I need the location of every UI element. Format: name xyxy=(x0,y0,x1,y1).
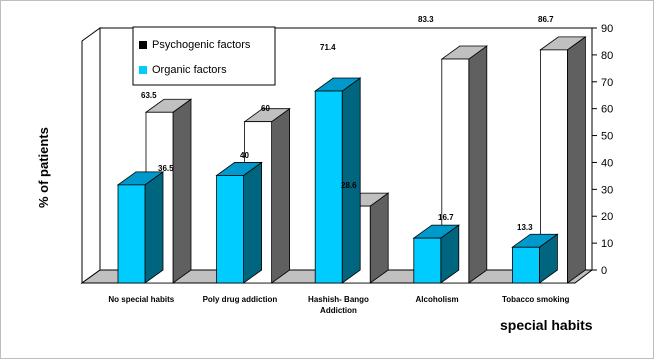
y-tick-label: 30 xyxy=(601,184,613,196)
bar-organic-front xyxy=(314,90,343,284)
bar-organic xyxy=(215,161,263,284)
x-tick-label: No special habits xyxy=(108,295,174,304)
x-tick-label: Tobacco smoking xyxy=(502,295,570,304)
legend-label-organic: Organic factors xyxy=(152,64,227,76)
y-axis: 0 10 20 30 40 50 60 70 80 90 xyxy=(591,23,613,277)
data-label-psychogenic: 60 xyxy=(261,104,270,113)
x-tick-label: Hashish- Bango xyxy=(308,295,369,304)
x-axis-title: special habits xyxy=(500,317,593,333)
y-tick-label: 10 xyxy=(601,238,613,250)
bar-psychogenic-side xyxy=(468,45,488,284)
x-tick-label: Poly drug addiction xyxy=(203,295,278,304)
x-axis: No special habits Poly drug addiction Hash… xyxy=(108,295,569,315)
bar-organic xyxy=(116,171,165,284)
y-axis-title: % of patients xyxy=(36,127,51,208)
y-tick-label: 0 xyxy=(601,265,607,277)
y-tick-label: 20 xyxy=(601,211,613,223)
data-label-psychogenic: 83.3 xyxy=(418,15,434,24)
y-tick-label: 90 xyxy=(601,23,613,35)
bar-psychogenic-side xyxy=(369,192,389,284)
bar-organic xyxy=(412,224,461,284)
bar-organic-side xyxy=(144,171,164,284)
y-tick-label: 40 xyxy=(601,157,613,169)
data-label-psychogenic: 28.6 xyxy=(341,181,357,190)
y-tick-label: 50 xyxy=(601,131,613,143)
legend-swatch-psychogenic xyxy=(139,41,147,49)
y-tick-label: 70 xyxy=(601,77,613,89)
legend-label-psychogenic: Psychogenic factors xyxy=(152,39,251,51)
data-label-organic: 13.3 xyxy=(517,223,533,232)
data-label-organic: 40 xyxy=(240,151,249,160)
bar-organic-front xyxy=(216,175,245,284)
legend: Psychogenic factors Organic factors xyxy=(132,26,276,86)
data-label-psychogenic: 86.7 xyxy=(538,15,554,24)
data-label-organic: 36.5 xyxy=(158,164,174,173)
legend-swatch-organic xyxy=(139,66,147,74)
data-label-organic: 16.7 xyxy=(438,213,454,222)
y-tick-label: 80 xyxy=(601,50,613,62)
bar-organic-side xyxy=(243,161,262,284)
bar-organic xyxy=(313,77,362,284)
side-wall xyxy=(81,27,101,284)
bar-organic xyxy=(511,233,559,284)
bar-psychogenic-side xyxy=(271,107,290,284)
legend-box xyxy=(132,26,276,86)
y-tick-label: 60 xyxy=(601,104,613,116)
data-label-organic: 71.4 xyxy=(320,43,336,52)
data-label-psychogenic: 63.5 xyxy=(141,91,157,100)
x-tick-label-line2: Addiction xyxy=(320,306,357,315)
data-labels: 63.5 36.5 60 40 28.6 71.4 83.3 16.7 86.7 13.3 xyxy=(141,15,554,232)
bars xyxy=(116,36,587,284)
bar-psychogenic-side xyxy=(172,98,192,284)
bar-psychogenic-side xyxy=(567,36,586,284)
x-tick-label: Alcoholism xyxy=(416,295,459,304)
bar-organic-front xyxy=(413,237,442,284)
bar-organic-front xyxy=(512,246,540,284)
bar-organic-front xyxy=(117,184,146,284)
